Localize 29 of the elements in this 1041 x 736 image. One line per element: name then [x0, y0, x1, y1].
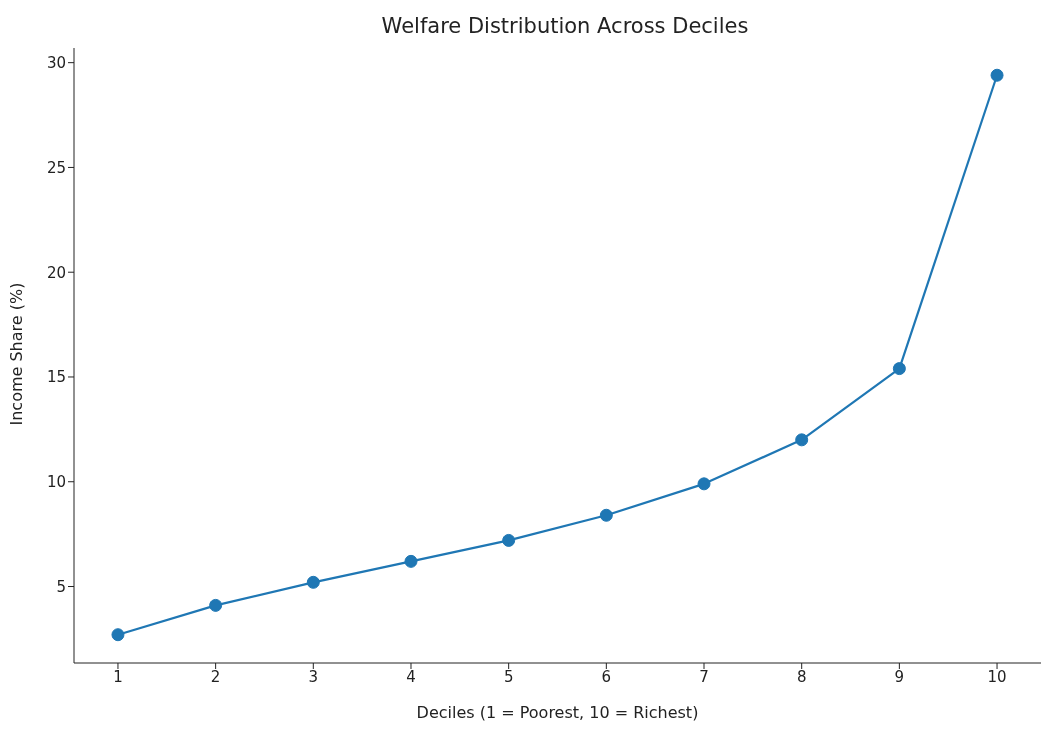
x-tick-label: 5	[503, 667, 514, 686]
y-tick-label: 5	[56, 577, 66, 596]
point	[599, 508, 613, 522]
point	[892, 362, 906, 376]
point	[502, 533, 516, 547]
chart-title: Welfare Distribution Across Deciles	[380, 14, 750, 38]
x-tick-label: 6	[601, 667, 612, 686]
x-tick-label: 2	[210, 667, 221, 686]
x-tick-label: 8	[796, 667, 807, 686]
x-tick-label: 3	[308, 667, 319, 686]
x-tick-label: 4	[406, 667, 416, 686]
point	[795, 433, 809, 447]
y-tick-label: 25	[46, 158, 66, 177]
point	[209, 598, 223, 612]
x-tick-label: 1	[113, 667, 123, 686]
point	[697, 477, 711, 491]
x-tick-label: 7	[699, 667, 709, 686]
point	[990, 68, 1004, 82]
point	[306, 575, 320, 589]
y-tick-label: 30	[46, 53, 66, 72]
y-tick-label: 10	[46, 473, 66, 492]
y-tick-label: 20	[46, 263, 66, 282]
y-axis-title: Income Share (%)	[6, 282, 26, 426]
y-tick-label: 15	[46, 368, 66, 387]
x-tick-label: 9	[894, 667, 905, 686]
x-tick-label: 10	[987, 667, 1007, 686]
x-axis-title: Deciles (1 = Poorest, 10 = Richest)	[416, 703, 699, 722]
point	[111, 628, 125, 642]
point	[404, 554, 418, 568]
